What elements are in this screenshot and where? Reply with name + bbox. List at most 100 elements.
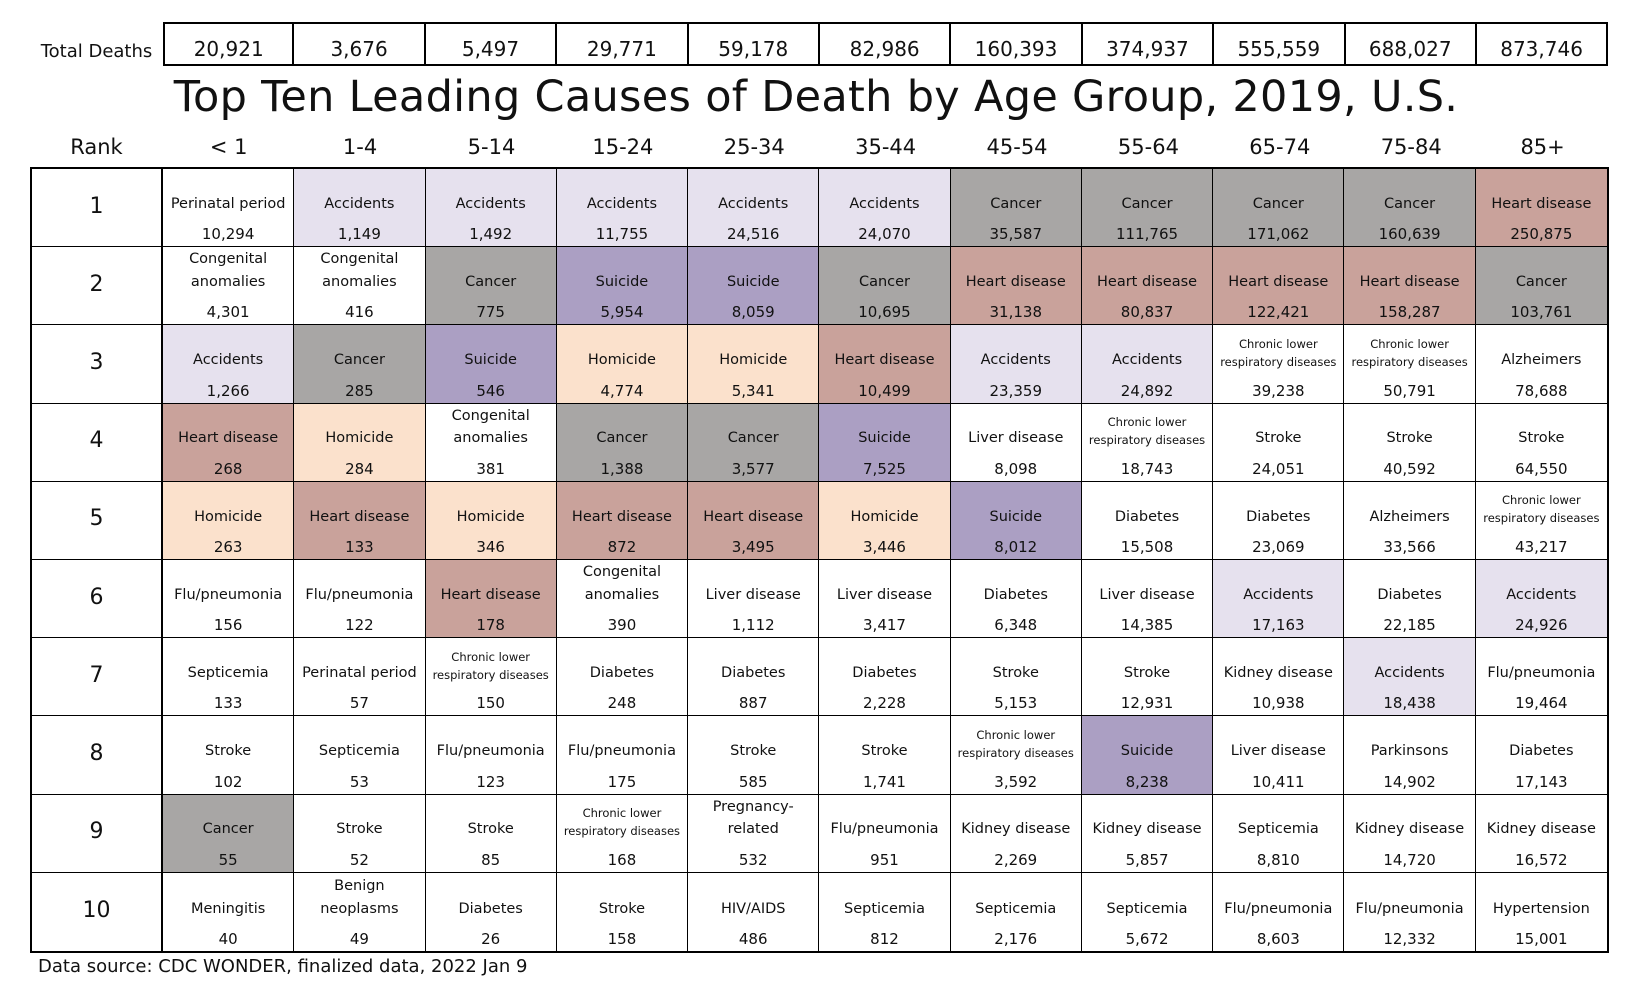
cause-name: Accidents: [193, 352, 264, 369]
death-count: 10,938: [1252, 694, 1305, 713]
cause-cell: Septicemia 53: [294, 716, 426, 795]
death-count: 24,070: [858, 225, 911, 244]
cause-cell: Perinatal period 57: [294, 638, 426, 717]
cause-cell: Cancer 285: [294, 325, 426, 404]
death-count: 5,954: [600, 303, 644, 322]
cause-cell: Diabetes 2,228: [819, 638, 951, 717]
cause-name: Cancer: [1252, 195, 1304, 212]
death-count: 17,163: [1252, 616, 1305, 635]
cause-name: Homicide: [719, 352, 788, 369]
cause-cell: Septicemia 133: [163, 638, 295, 717]
cause-cell: Parkinsons 14,902: [1344, 716, 1476, 795]
cause-name: Suicide: [1120, 743, 1174, 760]
cause-name: Accidents: [1243, 586, 1314, 603]
cause-name: Chronic lower respiratory diseases: [432, 649, 549, 682]
cause-name: Accidents: [455, 195, 526, 212]
death-count: 31,138: [989, 303, 1043, 322]
death-count: 2,176: [994, 929, 1038, 948]
death-count: 123: [476, 772, 505, 791]
cause-cell: Cancer 35,587: [950, 169, 1082, 248]
cause-name: Kidney disease: [1223, 664, 1333, 681]
cause-cell: Accidents 24,516: [688, 169, 820, 248]
age-group-header: 25-34: [723, 135, 785, 159]
age-group-header: 85+: [1520, 135, 1565, 159]
cause-name: Chronic lower respiratory diseases: [1351, 336, 1468, 369]
age-group-header: 15-24: [592, 135, 654, 159]
age-group-headers: < 1 1-4 5-14 15-24 25-34 35-44 45-54 55-64 65-74…: [163, 135, 1608, 165]
cause-name: Stroke: [1123, 664, 1171, 681]
cause-name: Alzheimers: [1501, 352, 1582, 369]
death-count: 10,499: [858, 381, 911, 400]
cause-cell: Stroke 102: [163, 716, 295, 795]
cause-cell: Accidents 24,926: [1475, 559, 1607, 639]
cause-name: Stroke: [336, 821, 383, 838]
age-group-header: 1-4: [342, 135, 378, 159]
cause-cell: Homicide 3,446: [819, 481, 951, 560]
cause-name: Diabetes: [458, 900, 523, 917]
cause-name: Chronic lower respiratory diseases: [1483, 493, 1600, 526]
cause-cell: Liver disease 10,411: [1213, 716, 1345, 795]
death-count: 15,508: [1120, 537, 1174, 556]
death-count: 2,269: [994, 850, 1038, 869]
cause-cell: Stroke 12,931: [1081, 638, 1214, 717]
cause-name: Cancer: [990, 195, 1042, 212]
cause-name: Heart disease: [178, 430, 279, 447]
cause-name: Heart disease: [965, 273, 1066, 290]
cause-cell: Suicide 8,012: [950, 481, 1082, 560]
cause-name: Accidents: [980, 352, 1051, 369]
death-count: 5,672: [1125, 929, 1169, 948]
cause-cell: Septicemia 2,176: [951, 872, 1082, 951]
rank-header: Rank: [70, 135, 123, 159]
cause-cell: Chronic lower respiratory diseases 168: [556, 794, 689, 873]
cause-name: Heart disease: [571, 508, 672, 525]
cause-name: Diabetes: [721, 664, 786, 681]
death-count: 3,577: [731, 459, 775, 478]
death-count: 3,495: [731, 537, 775, 556]
cause-cell: Cancer 103,761: [1475, 247, 1607, 326]
cause-cell: Diabetes 15,508: [1081, 481, 1214, 560]
death-count: 10,294: [201, 225, 255, 244]
cause-cell: Accidents 18,438: [1344, 638, 1476, 717]
cause-name: Liver disease: [968, 430, 1064, 447]
death-count: 158: [607, 929, 637, 948]
total-deaths-row: Total Deaths 20,921 3,676 5,497 29,771 59,17…: [30, 22, 1609, 66]
death-count: 1,492: [469, 225, 513, 244]
cause-cell: Stroke 158: [557, 872, 689, 951]
death-count: 24,926: [1515, 616, 1568, 635]
cause-cell: Flu/pneumonia 175: [556, 716, 689, 795]
cause-cell: Suicide 8,238: [1081, 716, 1214, 795]
cause-cell: Septicemia 812: [819, 872, 951, 951]
cause-name: Accidents: [586, 195, 658, 212]
death-count: 150: [476, 694, 505, 713]
cause-name: Accidents: [849, 195, 920, 212]
cause-name: Kidney disease: [1355, 821, 1465, 838]
cause-cell: Kidney disease 10,938: [1213, 638, 1345, 717]
chart-title: Top Ten Leading Causes of Death by Age G…: [173, 72, 1459, 122]
cause-cell: Diabetes 22,185: [1344, 559, 1476, 639]
cause-cell: Heart disease 178: [425, 559, 557, 639]
cause-cell: Congenital anomalies 4,301: [163, 247, 295, 326]
death-count: 178: [476, 616, 505, 635]
death-count: 1,388: [600, 459, 644, 478]
age-group-header: 5-14: [467, 135, 516, 159]
cause-cell: Diabetes 17,143: [1475, 716, 1607, 795]
death-count: 8,238: [1125, 772, 1169, 791]
cause-cell: Stroke 85: [425, 794, 557, 873]
cause-name: Heart disease: [834, 352, 935, 369]
cause-cell: Cancer 160,639: [1344, 169, 1476, 248]
cause-name: Stroke: [205, 743, 252, 760]
death-count: 133: [213, 694, 243, 713]
cause-name: Congenital anomalies: [320, 251, 399, 290]
cause-cell: Alzheimers 33,566: [1344, 481, 1476, 560]
death-count: 12,332: [1383, 929, 1436, 948]
cause-name: Stroke: [992, 664, 1039, 681]
cause-name: Cancer: [1121, 195, 1173, 212]
cause-cell: Diabetes 248: [556, 638, 689, 717]
death-count: 951: [870, 850, 899, 869]
cause-cell: Stroke 585: [688, 716, 820, 795]
cause-name: Chronic lower respiratory diseases: [563, 806, 681, 838]
cause-cell: Meningitis 40: [163, 872, 295, 951]
cause-name: Septicemia: [187, 664, 269, 681]
cause-name: Septicemia: [318, 743, 400, 760]
cause-name: Meningitis: [190, 900, 266, 917]
